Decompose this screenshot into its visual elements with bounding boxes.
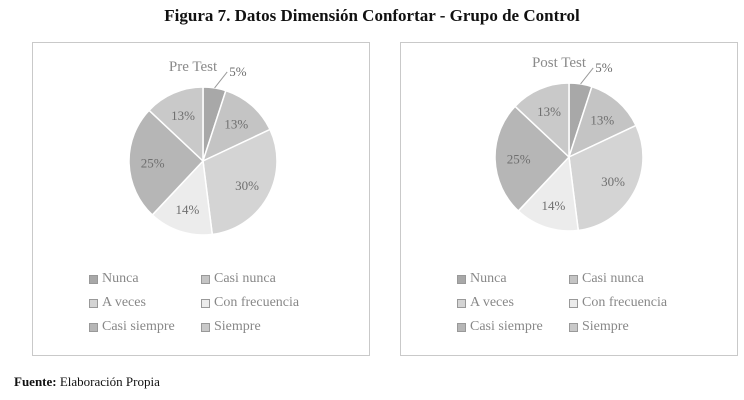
leader-line xyxy=(580,67,594,85)
data-label: 13% xyxy=(537,104,561,119)
pie-slice-casi-nunca xyxy=(201,89,271,163)
legend-label: Casi siempre xyxy=(470,319,543,334)
legend-swatch xyxy=(457,298,466,308)
legend-item: Casi siempre xyxy=(457,319,569,335)
data-label: 30% xyxy=(601,174,625,189)
legend-item: Casi siempre xyxy=(89,319,201,335)
legend-pre-test: Nunca Casi nunca A veces Con frecuencia Casi… xyxy=(89,271,349,335)
legend-label: Casi nunca xyxy=(582,271,644,286)
legend-label: Casi nunca xyxy=(214,271,276,286)
legend-swatch xyxy=(569,322,578,332)
data-label: 25% xyxy=(507,152,531,167)
pie-slice-con-frecuencia xyxy=(517,155,580,232)
legend-label: Nunca xyxy=(470,271,507,286)
legend-swatch xyxy=(89,322,98,332)
legend-swatch xyxy=(457,322,466,332)
legend-swatch xyxy=(89,298,98,308)
data-label: 30% xyxy=(235,178,259,193)
legend-swatch xyxy=(201,298,210,308)
data-label: 5% xyxy=(595,60,613,75)
figure-title: Figura 7. Datos Dimensión Confortar - Gr… xyxy=(164,6,580,25)
legend-item: A veces xyxy=(457,295,569,311)
legend-item: Casi nunca xyxy=(201,271,341,287)
pie-chart-pre-test: Pre Test 5% 13% 30% 14% 25% 13% xyxy=(128,59,278,236)
chart-panel-post-test: Post Test 5% 13% 30% 14% 25% 13% Nunca Casi nun… xyxy=(400,42,738,356)
legend-swatch xyxy=(89,274,98,284)
data-label: 13% xyxy=(224,116,248,131)
legend-item: Nunca xyxy=(457,271,569,287)
source-label: Fuente: xyxy=(14,374,57,389)
pie-slice-a-veces xyxy=(568,124,644,232)
pie-slice-con-frecuencia xyxy=(151,159,214,236)
legend-swatch xyxy=(201,322,210,332)
legend-swatch xyxy=(201,274,210,284)
leader-line xyxy=(214,71,228,89)
pie-slice-siempre xyxy=(513,82,570,159)
legend-swatch xyxy=(569,274,578,284)
legend-item: A veces xyxy=(89,295,201,311)
pie-slice-a-veces xyxy=(202,128,278,236)
legend-item: Casi nunca xyxy=(569,271,709,287)
pie-slice-siempre xyxy=(147,86,204,163)
legend-item: Con frecuencia xyxy=(569,295,709,311)
legend-item: Siempre xyxy=(569,319,709,335)
figure-source: Fuente: Elaboración Propia xyxy=(14,374,160,390)
legend-swatch xyxy=(457,274,466,284)
legend-item: Siempre xyxy=(201,319,341,335)
data-label: 13% xyxy=(171,108,195,123)
chart-panel-pre-test: Pre Test 5% 13% 30% 14% 25% 13% Nunca Casi nunc… xyxy=(32,42,370,356)
legend-label: A veces xyxy=(470,295,514,310)
legend-label: Casi siempre xyxy=(102,319,175,334)
data-label: 5% xyxy=(229,64,247,79)
pie-slice-casi-siempre xyxy=(494,105,571,213)
chart-title: Post Test xyxy=(532,55,587,71)
legend-item: Nunca xyxy=(89,271,201,287)
source-text: Elaboración Propia xyxy=(59,374,160,389)
legend-post-test: Nunca Casi nunca A veces Con frecuencia Casi… xyxy=(457,271,717,335)
legend-label: Siempre xyxy=(214,319,261,334)
data-label: 25% xyxy=(141,156,165,171)
legend-label: Con frecuencia xyxy=(582,295,668,310)
legend-label: Siempre xyxy=(582,319,629,334)
legend-swatch xyxy=(569,298,578,308)
legend-label: Con frecuencia xyxy=(214,295,300,310)
chart-title: Pre Test xyxy=(169,59,218,75)
data-label: 14% xyxy=(176,202,200,217)
legend-label: A veces xyxy=(102,295,146,310)
pie-slice-casi-nunca xyxy=(567,85,637,159)
data-label: 14% xyxy=(542,198,566,213)
pie-slice-casi-siempre xyxy=(128,109,205,217)
pie-chart-post-test: Post Test 5% 13% 30% 14% 25% 13% xyxy=(494,55,644,232)
legend-item: Con frecuencia xyxy=(201,295,341,311)
data-label: 13% xyxy=(590,112,614,127)
legend-label: Nunca xyxy=(102,271,139,286)
